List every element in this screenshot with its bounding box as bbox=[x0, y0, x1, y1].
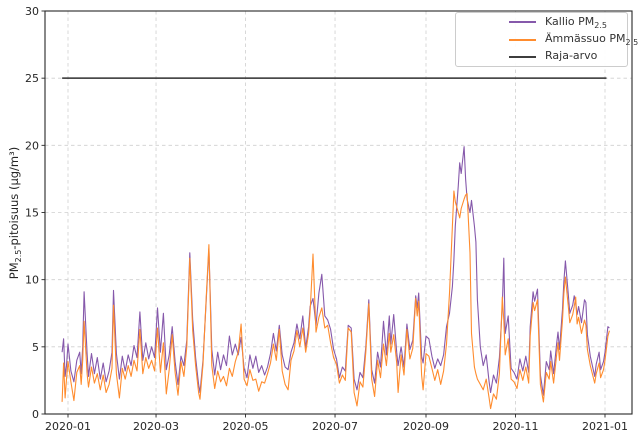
y-axis-label-subscript: 2.5 bbox=[14, 249, 24, 263]
y-axis-label: PM2.5-pitoisuus (µg/m³) bbox=[7, 147, 23, 279]
x-tick-label: 2020-07 bbox=[312, 420, 358, 433]
legend-item-raja-arvo: Raja-arvo bbox=[509, 49, 621, 64]
y-tick-label: 15 bbox=[25, 207, 39, 220]
legend-label-raja-arvo: Raja-arvo bbox=[545, 49, 598, 63]
x-tick-label: 2020-11 bbox=[493, 420, 539, 433]
x-tick-label: 2020-03 bbox=[133, 420, 179, 433]
y-tick-label: 25 bbox=[25, 72, 39, 85]
y-tick-label: 20 bbox=[25, 139, 39, 152]
raja-arvo-line-swatch bbox=[509, 55, 536, 58]
y-tick-label: 0 bbox=[32, 408, 39, 421]
legend-label-kallio: Kallio PM2.5 bbox=[545, 14, 608, 30]
legend-label-ammassuo: Ämmässuo PM2.5 bbox=[545, 31, 639, 48]
legend-item-ammassuo: Ämmässuo PM2.5 bbox=[509, 32, 638, 47]
ammassuo-pm25-line bbox=[61, 190, 610, 410]
x-tick-label: 2021-01 bbox=[582, 420, 628, 433]
kallio-line-swatch bbox=[509, 21, 536, 24]
y-tick-label: 30 bbox=[25, 5, 39, 18]
kallio-pm25-line bbox=[61, 146, 610, 396]
y-axis-label-units: -pitoisuus (µg/m³) bbox=[6, 146, 21, 250]
legend: Kallio PM2.5 Ämmässuo PM2.5 Raja-arvo bbox=[455, 12, 638, 67]
y-tick-label: 10 bbox=[25, 274, 39, 287]
x-tick-label: 2020-05 bbox=[223, 420, 269, 433]
ammassuo-line-swatch bbox=[509, 38, 536, 41]
y-axis-label-text: PM bbox=[6, 262, 21, 280]
y-tick-label: 5 bbox=[32, 341, 39, 354]
legend-item-kallio: Kallio PM2.5 bbox=[509, 15, 621, 30]
x-tick-label: 2020-01 bbox=[45, 420, 91, 433]
x-tick-label: 2020-09 bbox=[403, 420, 449, 433]
